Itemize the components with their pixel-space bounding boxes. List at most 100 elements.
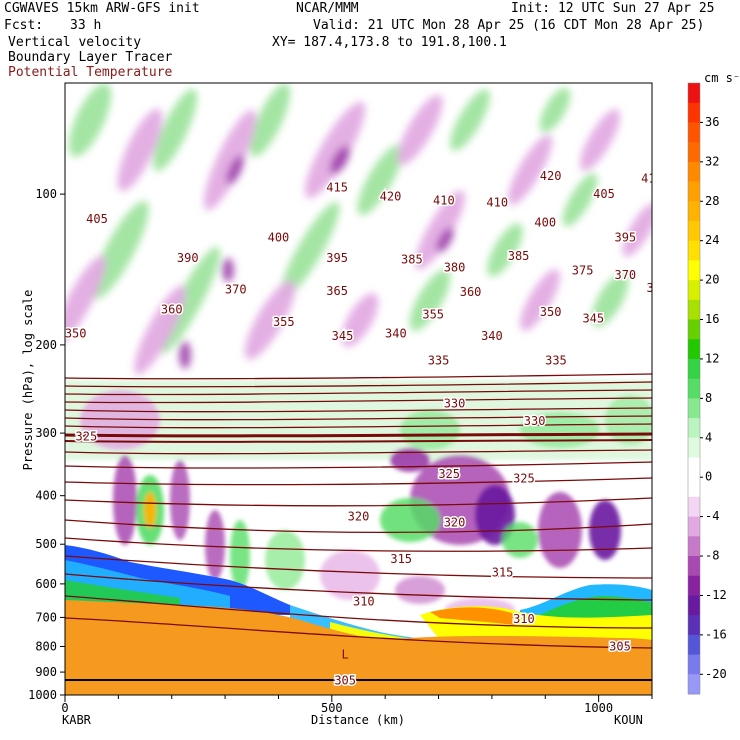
x-tick-label: 1000 [584,701,613,715]
theta-label: 325 [438,467,460,481]
model-title: CGWAVES 15km ARW-GFS init [4,1,200,16]
theta-label: 325 [76,430,98,444]
y-tick-label: 200 [35,338,57,352]
field-boundary-layer-tracer: Boundary Layer Tracer [8,50,173,65]
theta-label: 335 [428,354,450,368]
y-tick-label: 1000 [28,688,57,702]
theta-label: 370 [225,282,247,296]
theta-label: 365 [326,284,348,298]
theta-label: 415 [326,180,348,194]
theta-label: 320 [348,509,370,523]
x-axis: 0 500 1000 [61,695,653,715]
colorbar-bin [688,122,700,143]
theta-label: 405 [86,212,108,226]
low-marker: L [342,647,349,661]
theta-label: 350 [540,305,562,319]
colorbar-label: -12 [705,588,727,602]
forecast-hour: 33 h [70,18,102,33]
colorbar-bin [688,418,700,439]
colorbar-bin [688,201,700,222]
colorbar-bin [688,437,700,458]
plot-area: 415 420 410 410 420 405 415 405 400 400 395 390 395 3… [65,83,668,695]
colorbar-bin [688,398,700,419]
theta-label: 315 [390,552,412,566]
colorbar-label: -4 [705,509,719,523]
colorbar-frame [687,82,701,695]
center-name: NCAR/MMM [296,1,359,16]
colorbar-bin [688,615,700,636]
theta-label: 330 [444,397,466,411]
descent-region-east [538,492,582,568]
theta-label: 400 [268,230,290,244]
vertical-velocity-field [65,83,652,375]
theta-label: 385 [401,252,423,266]
colorbar-label: -8 [705,549,719,563]
colorbar-bin [688,674,700,695]
theta-label: 340 [481,329,503,343]
plot-frame [64,82,653,696]
theta-label: 335 [545,354,567,368]
colorbar-bin [688,240,700,261]
theta-label: 320 [444,515,466,529]
colorbar-bin [688,102,700,123]
y-tick-label: 100 [35,187,57,201]
y-tick-label: 700 [35,610,57,624]
right-station-label: KOUN [614,713,643,727]
y-axis-label: Pressure (hPa), log scale [21,290,35,471]
theta-label: 325 [513,472,535,486]
colorbar-bin [688,536,700,557]
colorbar-label: -20 [705,667,727,681]
theta-contours [65,373,652,649]
wave-train-purple [65,94,652,375]
colorbar-bin [688,280,700,301]
colorbar-label: 0 [705,470,712,484]
colorbar-bin [688,83,700,104]
theta-label: 420 [380,189,402,203]
colorbar-bin [688,595,700,616]
theta-label: 385 [508,249,530,263]
colorbar-label: -16 [705,627,727,641]
field-vertical-velocity: Vertical velocity [8,35,142,50]
colorbar-label: 8 [705,391,712,405]
colorbar-label: 12 [705,351,719,365]
theta-label: 370 [614,268,636,282]
wave-train-green [68,83,629,354]
colorbar-bin [688,358,700,380]
colorbar-label: 4 [705,430,712,444]
colorbar-label: 24 [705,233,719,247]
theta-label: 340 [385,327,407,341]
colorbar-bin [688,181,700,202]
theta-label: 350 [65,327,87,341]
left-station-label: KABR [62,713,92,727]
theta-label: 395 [326,251,348,265]
theta-label: 420 [540,169,562,183]
field-potential-temperature: Potential Temperature [8,65,173,80]
theta-contour-labels: 415 420 410 410 420 405 415 405 400 400 395 390 395 3… [65,167,668,688]
theta-label: 395 [614,230,636,244]
colorbar-bin [688,654,700,675]
colorbar-bin [688,378,700,399]
theta-label: 410 [486,196,508,210]
theta-label: 315 [492,566,514,580]
theta-label: 400 [534,216,556,230]
colorbar-bin [688,299,700,321]
colorbar-unit: cm s⁻¹ [704,71,740,85]
colorbar-bin [688,457,700,478]
wave-cores-dark [179,145,454,369]
x-tick-label: 0 [61,701,68,715]
colorbar-bin [688,339,700,360]
theta-label: 365 [646,281,668,295]
y-tick-label: 800 [35,639,57,653]
theta-label: 305 [609,639,631,653]
theta-label: 415 [641,171,663,185]
colorbar-bin [688,319,700,340]
y-axis: 100 200 300 400 500 600 700 800 900 1000 [28,187,65,702]
colorbar-label: 20 [705,273,719,287]
theta-label: 405 [593,187,615,201]
colorbar-bin [688,634,700,656]
colorbar-bin [688,220,700,242]
colorbar-label: 36 [705,115,719,129]
x-axis-label: Distance (km) [311,713,405,727]
colorbar-bin [688,260,700,281]
y-tick-label: 600 [35,577,57,591]
